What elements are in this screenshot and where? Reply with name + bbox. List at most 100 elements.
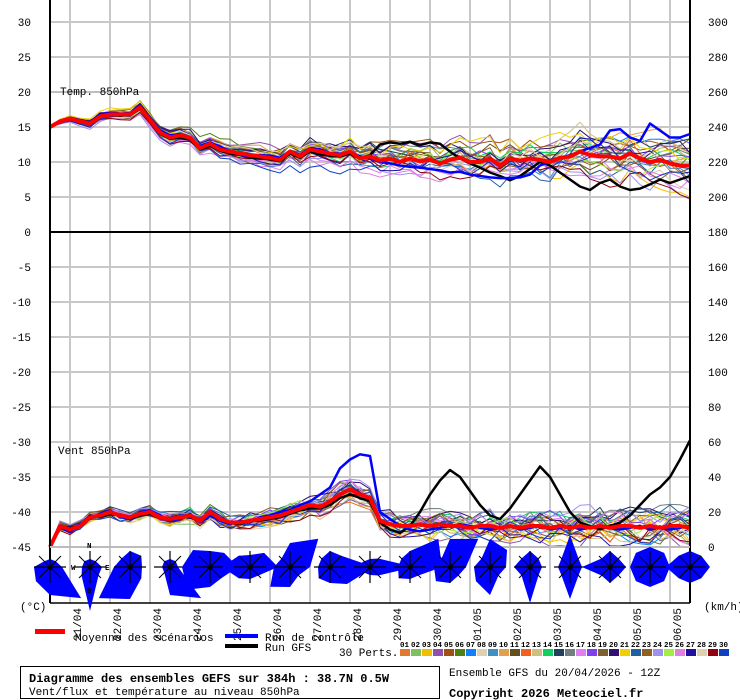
left-axis-unit: (°C) <box>20 602 46 614</box>
legend-mean-swatch <box>35 629 65 634</box>
wind-rose-center <box>167 564 173 570</box>
wind-rose-center <box>527 564 533 570</box>
wind-rose-center <box>407 564 413 570</box>
main-lines <box>48 104 692 548</box>
wind-rose <box>182 550 238 590</box>
wind-rose-center <box>607 564 613 570</box>
perturbation-legend-label: 13 <box>532 642 542 650</box>
wind-rose <box>630 547 670 587</box>
perturbation-legend-swatch <box>576 649 586 656</box>
wind-roses: N S W E <box>34 535 710 611</box>
legend-control-label: Run de contrôle <box>265 633 364 645</box>
perturbation-legend-label: 27 <box>686 642 695 650</box>
date-label: 29/04 <box>393 608 405 641</box>
wind-rose-center <box>567 564 573 570</box>
wind-rose <box>554 535 586 599</box>
compass-e: E <box>105 565 110 573</box>
perturbation-legend-swatch <box>521 649 531 656</box>
right-tick-label: 280 <box>708 53 728 65</box>
mean-temp-line <box>49 105 690 168</box>
right-tick-label: 300 <box>708 18 728 30</box>
wind-panel-label: Vent 850hPa <box>58 446 131 458</box>
right-tick-label: 140 <box>708 298 728 310</box>
wind-rose-center <box>487 564 493 570</box>
wind-rose <box>434 538 479 583</box>
perturbation-legend-label: 01 <box>400 642 410 650</box>
perturbation-legend-label: 04 <box>433 642 443 650</box>
right-tick-label: 260 <box>708 88 728 100</box>
copyright: Copyright 2026 Meteociel.fr <box>449 687 643 700</box>
date-label: 22/04 <box>113 608 125 641</box>
left-tick-label: -10 <box>11 298 31 310</box>
left-tick-label: 10 <box>18 158 31 170</box>
perturbation-legend-swatch <box>642 649 652 656</box>
perturbation-legend-label: 29 <box>708 642 718 650</box>
left-tick-label: 0 <box>24 228 31 240</box>
left-tick-label: -5 <box>18 263 31 275</box>
wind-rose-center <box>247 564 253 570</box>
perturbation-legend-label: 19 <box>598 642 608 650</box>
date-label: 21/04 <box>73 608 85 641</box>
perturbation-legend-swatch <box>565 649 575 656</box>
perturbation-legend-swatch <box>532 649 542 656</box>
wind-rose-center <box>647 564 653 570</box>
date-label: 04/05 <box>593 608 605 641</box>
wind-rose <box>394 538 442 583</box>
left-tick-label: -20 <box>11 368 31 380</box>
wind-rose: N S W E <box>71 543 110 611</box>
perturbation-legend-label: 08 <box>477 642 487 650</box>
left-tick-label: 5 <box>24 193 31 205</box>
wind-rose-center <box>447 564 453 570</box>
legend: Moyenne des scénarios Run de contrôle Ru… <box>35 629 729 660</box>
date-label: 23/04 <box>153 608 165 641</box>
wind-rose-shape <box>514 551 542 603</box>
date-label: 05/05 <box>633 608 645 641</box>
perturbation-legend-swatch <box>499 649 509 656</box>
compass-n: N <box>87 543 92 551</box>
left-tick-label: -30 <box>11 438 31 450</box>
perturbation-legend-label: 07 <box>466 642 475 650</box>
perturbation-legend-swatch <box>411 649 421 656</box>
perturbation-legend-label: 25 <box>664 642 674 650</box>
right-axis-unit: (km/h) <box>704 602 740 614</box>
perturbation-legend-swatch <box>455 649 465 656</box>
right-tick-label: 220 <box>708 158 728 170</box>
wind-rose <box>270 538 319 587</box>
date-label: 06/05 <box>673 608 685 641</box>
right-tick-label: 40 <box>708 473 721 485</box>
chart-subtitle: Vent/flux et température au niveau 850hP… <box>29 687 300 699</box>
perturbation-legend-swatch <box>686 649 696 656</box>
perturbation-legend-swatch <box>554 649 564 656</box>
wind-rose-center <box>367 564 373 570</box>
perturbation-legend-label: 03 <box>422 642 432 650</box>
perturbations-count-label: 30 Perts. <box>339 648 398 660</box>
mean-wind-line <box>48 487 691 548</box>
perturbation-legend-label: 20 <box>609 642 619 650</box>
wind-rose <box>34 551 82 599</box>
wind-rose <box>666 551 710 583</box>
perturbation-legend-label: 16 <box>565 642 575 650</box>
perturbation-legend-label: 22 <box>631 642 641 650</box>
legend-mean-label: Moyenne des scénarios <box>75 633 214 645</box>
perturbation-legend-label: 02 <box>411 642 421 650</box>
date-label: 03/05 <box>553 608 565 641</box>
temp-panel-label: Temp. 850hPa <box>60 87 140 99</box>
date-label: 25/04 <box>233 608 245 641</box>
wind-rose <box>514 551 546 603</box>
compass-w: W <box>71 565 76 573</box>
wind-rose-center <box>327 564 333 570</box>
wind-rose-center <box>287 564 293 570</box>
perturbation-legend-swatch <box>708 649 718 656</box>
right-tick-label: 80 <box>708 403 721 415</box>
perturbation-legend-swatch <box>620 649 630 656</box>
perturbation-legend-swatch <box>422 649 432 656</box>
perturbation-legend-swatch <box>400 649 410 656</box>
right-tick-label: 100 <box>708 368 728 380</box>
perturbation-legend-label: 23 <box>642 642 652 650</box>
perturbation-legend-swatch <box>598 649 608 656</box>
title-box-border <box>20 666 440 699</box>
left-tick-label: -25 <box>11 403 31 415</box>
wind-rose <box>98 551 146 599</box>
wind-rose-center <box>207 564 213 570</box>
perturbation-legend-label: 21 <box>620 642 630 650</box>
